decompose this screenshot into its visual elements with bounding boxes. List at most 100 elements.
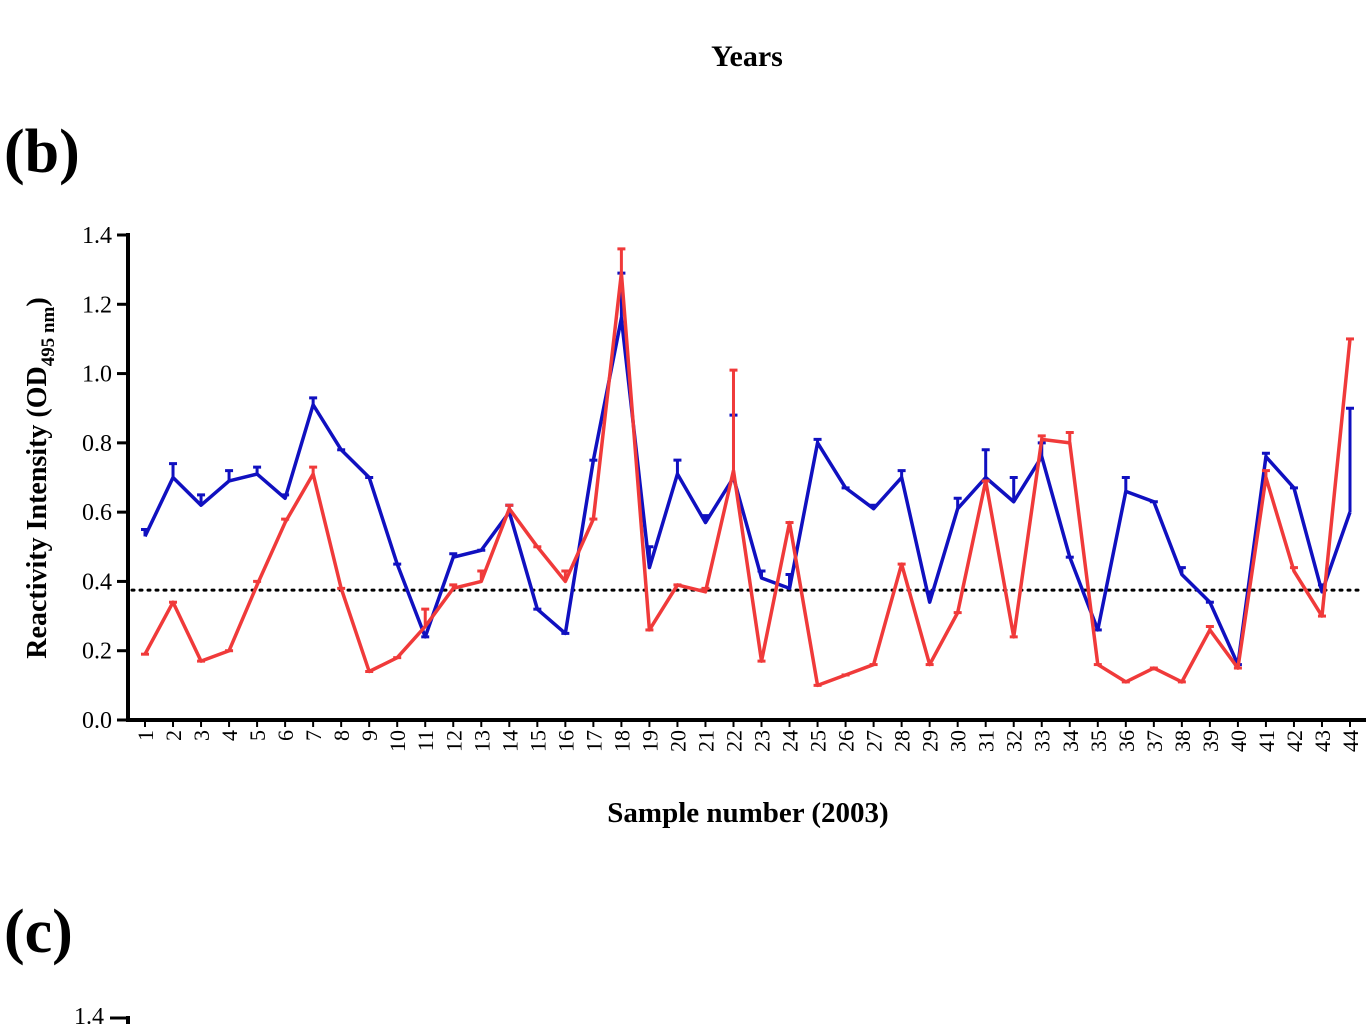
error-bar [309,465,318,475]
x-tick-label: 2 [161,730,186,741]
x-tick-label: 5 [245,730,270,741]
header: Years [711,40,783,73]
y-tick-label: 1.0 [82,362,112,388]
x-tick-label: 32 [1002,730,1027,752]
x-tick-label: 17 [581,730,606,752]
error-bar [729,368,738,471]
x-tick-label: 43 [1310,730,1335,752]
error-bar [645,545,654,568]
error-bar [785,573,794,589]
error-bar [617,247,626,274]
error-bar [1065,430,1074,443]
y-axis-label-end: ) [22,297,53,306]
x-tick-label: 18 [609,730,634,752]
x-tick-label: 36 [1114,730,1139,752]
error-bar [1261,469,1270,478]
x-tick-label: 44 [1338,730,1363,752]
error-bar [197,493,206,506]
y-axis-label: Reactivity Intensity (OD495 nm) [22,297,59,658]
y-axis-label-main: Reactivity Intensity (OD [22,366,53,658]
y-tick-label: 1.4 [82,223,112,249]
series-line [143,316,1352,667]
x-tick-label: 31 [974,730,999,752]
error-bar [1177,566,1186,575]
y-tick-label: 0.8 [82,431,112,457]
error-bar [1261,451,1270,457]
x-tick-label: 15 [525,730,550,752]
error-bar [1205,624,1214,630]
y-tick-label: 0.6 [82,500,112,526]
error-bar [673,458,682,475]
x-tick-label: 8 [329,730,354,741]
x-tick-label: 42 [1282,730,1307,752]
error-bar [421,607,430,627]
error-bar [1037,434,1046,440]
x-tick-label: 26 [834,730,859,752]
error-bar [701,514,710,523]
x-tick-label: 23 [750,730,775,752]
x-tick-label: 33 [1030,730,1055,752]
x-tick-label: 29 [918,730,943,752]
x-tick-label: 20 [665,730,690,752]
y-tick-label: 0.0 [82,708,112,734]
y-tick-label: 1.2 [82,292,112,318]
x-tick-label: 3 [189,730,214,741]
x-tick-label: 9 [357,730,382,741]
error-bar [1121,476,1130,492]
x-tick-label: 13 [469,730,494,752]
x-tick-label: 6 [273,730,298,741]
x-tick-label: 28 [890,730,915,752]
y-tick-label: 1.4 [74,1004,104,1024]
x-tick-label: 21 [693,730,718,752]
error-bar [1346,406,1354,513]
error-bar [897,469,906,478]
x-tick-label: 1 [133,730,158,741]
error-bar [1289,566,1298,572]
error-bar [141,527,149,537]
error-bar [561,569,570,582]
error-bar [281,493,290,499]
error-bar [169,462,178,478]
error-bar [309,396,318,405]
error-bar [253,579,262,585]
panel-label: (b) [4,118,80,186]
error-bar [505,503,514,509]
x-tick-label: 4 [217,730,242,741]
x-tick-label: 24 [778,730,803,752]
y-tick-label: 0.4 [82,569,112,595]
error-bar [925,590,934,603]
x-tick-label: 16 [553,730,578,752]
error-bar [953,496,962,509]
error-bar [449,583,458,589]
x-tick-label: 30 [946,730,971,752]
x-tick-label: 39 [1198,730,1223,752]
x-tick-label: 11 [413,730,438,751]
panel-label: (c) [4,898,73,966]
error-bar [281,517,290,523]
x-tick-label: 22 [721,730,746,752]
y-axis-label-sub: 495 nm [38,306,59,366]
x-tick-label: 27 [862,730,887,752]
x-tick-label: 34 [1058,730,1083,752]
x-tick-label: 38 [1170,730,1195,752]
error-bar [225,469,234,481]
x-tick-label: 10 [385,730,410,752]
error-bar [701,586,710,592]
error-bar [449,552,458,558]
error-bar [757,569,766,578]
x-axis-label: Sample number (2003) [607,797,888,829]
x-tick-label: 40 [1226,730,1251,752]
x-tick-label: 14 [497,730,522,752]
x-tick-label: 12 [441,730,466,752]
error-bar [253,465,262,475]
x-tick-label: 37 [1142,730,1167,752]
error-bar [1009,476,1018,502]
series-line [143,271,1352,688]
error-bar [981,448,990,478]
error-bar [813,437,822,443]
x-tick-label: 25 [806,730,831,752]
y-tick-label: 0.2 [82,639,112,665]
error-bar [869,503,878,509]
x-tick-label: 35 [1086,730,1111,752]
